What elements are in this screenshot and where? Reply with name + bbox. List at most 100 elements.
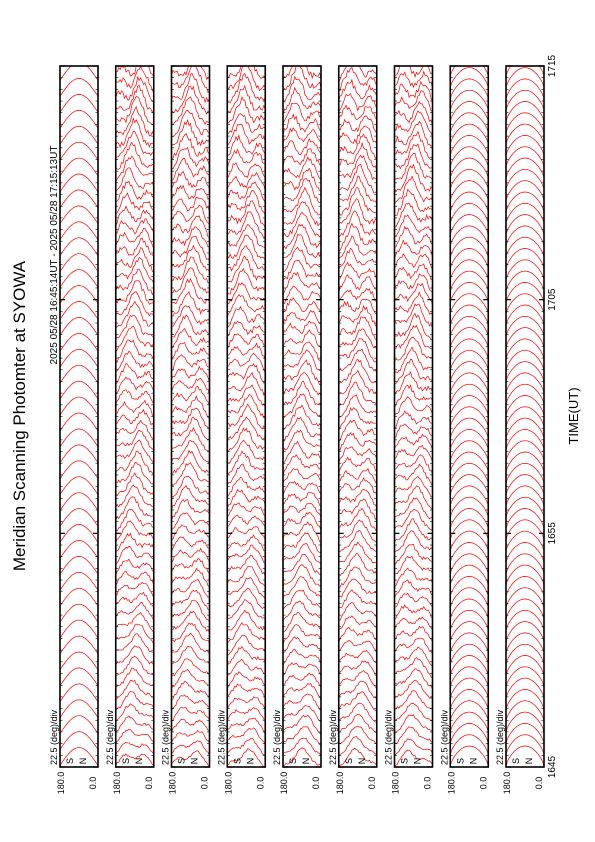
trace-line bbox=[394, 444, 433, 463]
trace-line bbox=[449, 632, 489, 653]
trace-line bbox=[449, 689, 489, 710]
trace-line bbox=[226, 463, 266, 487]
trace-line bbox=[505, 417, 545, 439]
trace-line bbox=[338, 529, 377, 552]
trace-line bbox=[338, 552, 378, 577]
trace-line bbox=[338, 338, 378, 364]
trace-line bbox=[171, 718, 210, 733]
trace-line bbox=[449, 723, 489, 744]
trace-line bbox=[226, 66, 266, 91]
trace-line bbox=[505, 406, 545, 427]
trace-line bbox=[60, 157, 99, 177]
trace-line bbox=[394, 604, 433, 620]
trace-line bbox=[60, 508, 99, 527]
trace-line bbox=[338, 125, 378, 145]
trace-line bbox=[449, 462, 489, 484]
trace-line bbox=[338, 235, 378, 259]
trace-line bbox=[60, 332, 99, 352]
trace-line bbox=[115, 591, 155, 609]
trace-line bbox=[394, 749, 433, 767]
trace-line bbox=[115, 484, 154, 509]
trace-line bbox=[171, 395, 210, 419]
trace-line bbox=[226, 305, 266, 329]
trace-line bbox=[394, 454, 433, 475]
side-label-n: N bbox=[190, 758, 200, 765]
side-label-n: N bbox=[413, 758, 423, 765]
trace-line bbox=[394, 358, 433, 385]
trace-line bbox=[449, 168, 489, 190]
trace-line bbox=[227, 526, 266, 540]
trace-line bbox=[449, 315, 489, 337]
trace-line bbox=[282, 726, 322, 747]
trace-line bbox=[226, 171, 266, 192]
trace-line bbox=[171, 558, 210, 574]
trace-line bbox=[338, 198, 377, 225]
trace-line bbox=[449, 78, 489, 99]
trace-line bbox=[505, 677, 545, 699]
trace-line bbox=[115, 509, 154, 532]
side-label-n: N bbox=[524, 758, 534, 765]
trace-line bbox=[171, 740, 210, 756]
trace-line bbox=[505, 248, 545, 269]
trace-line bbox=[227, 371, 266, 396]
trace-line bbox=[226, 544, 266, 564]
chart-subtitle: 2025 05/28 16:45:14UT - 2025 05/28 17:15… bbox=[49, 146, 60, 365]
trace-line bbox=[505, 440, 545, 461]
trace-line bbox=[338, 431, 378, 451]
trace-line bbox=[449, 304, 489, 326]
trace-line bbox=[227, 609, 266, 631]
trace-line bbox=[115, 532, 155, 552]
trace-line bbox=[282, 600, 322, 621]
panel-frame bbox=[337, 65, 378, 768]
trace-line bbox=[449, 112, 489, 133]
trace-line bbox=[394, 239, 433, 260]
trace-line bbox=[394, 324, 433, 350]
trace-line bbox=[171, 196, 210, 212]
trace-line bbox=[227, 737, 266, 756]
trace-line bbox=[394, 396, 433, 416]
trace-line bbox=[282, 454, 322, 475]
trace-line bbox=[338, 66, 378, 83]
trace-line bbox=[226, 234, 266, 261]
trace-line bbox=[282, 66, 322, 80]
trace-line bbox=[115, 205, 155, 226]
panel-4: 180.0 0.0 S N 22.5 (deg)/div bbox=[216, 65, 267, 794]
trace-line bbox=[227, 134, 266, 156]
trace-line bbox=[227, 439, 266, 464]
trace-line bbox=[394, 188, 433, 216]
trace-line bbox=[505, 666, 545, 687]
trace-line bbox=[226, 566, 266, 587]
trace-line bbox=[394, 410, 433, 429]
trace-line bbox=[394, 202, 433, 228]
trace-line bbox=[394, 70, 433, 89]
trace-line bbox=[449, 327, 489, 348]
trace-line bbox=[226, 148, 266, 169]
trace-line bbox=[115, 703, 155, 723]
trace-line bbox=[338, 141, 378, 172]
panel-1: 180.0 0.0 S N 22.5 (deg)/div bbox=[49, 65, 99, 794]
trace-line bbox=[115, 291, 155, 317]
panel-frame bbox=[505, 65, 545, 768]
trace-line bbox=[449, 293, 489, 314]
trace-line bbox=[449, 734, 489, 755]
trace-line bbox=[115, 439, 155, 465]
trace-line bbox=[171, 341, 210, 361]
trace-line bbox=[338, 419, 377, 443]
trace-line bbox=[394, 225, 433, 248]
side-label-n: N bbox=[78, 758, 88, 765]
y-tick-label: 180.0 bbox=[168, 772, 178, 795]
trace-line bbox=[60, 571, 99, 591]
trace-line bbox=[171, 235, 210, 262]
trace-line bbox=[171, 426, 210, 452]
trace-line bbox=[171, 645, 210, 665]
trace-line bbox=[171, 66, 210, 94]
trace-line bbox=[394, 384, 433, 408]
panel-6: 180.0 0.0 S N 22.5 (deg)/div bbox=[328, 65, 378, 794]
trace-line bbox=[282, 186, 322, 216]
trace-line bbox=[449, 191, 489, 213]
trace-line bbox=[394, 110, 433, 137]
y-tick-label: 180.0 bbox=[391, 772, 401, 795]
trace-line bbox=[505, 576, 545, 597]
trace-line bbox=[115, 408, 155, 427]
trace-line bbox=[60, 412, 99, 432]
